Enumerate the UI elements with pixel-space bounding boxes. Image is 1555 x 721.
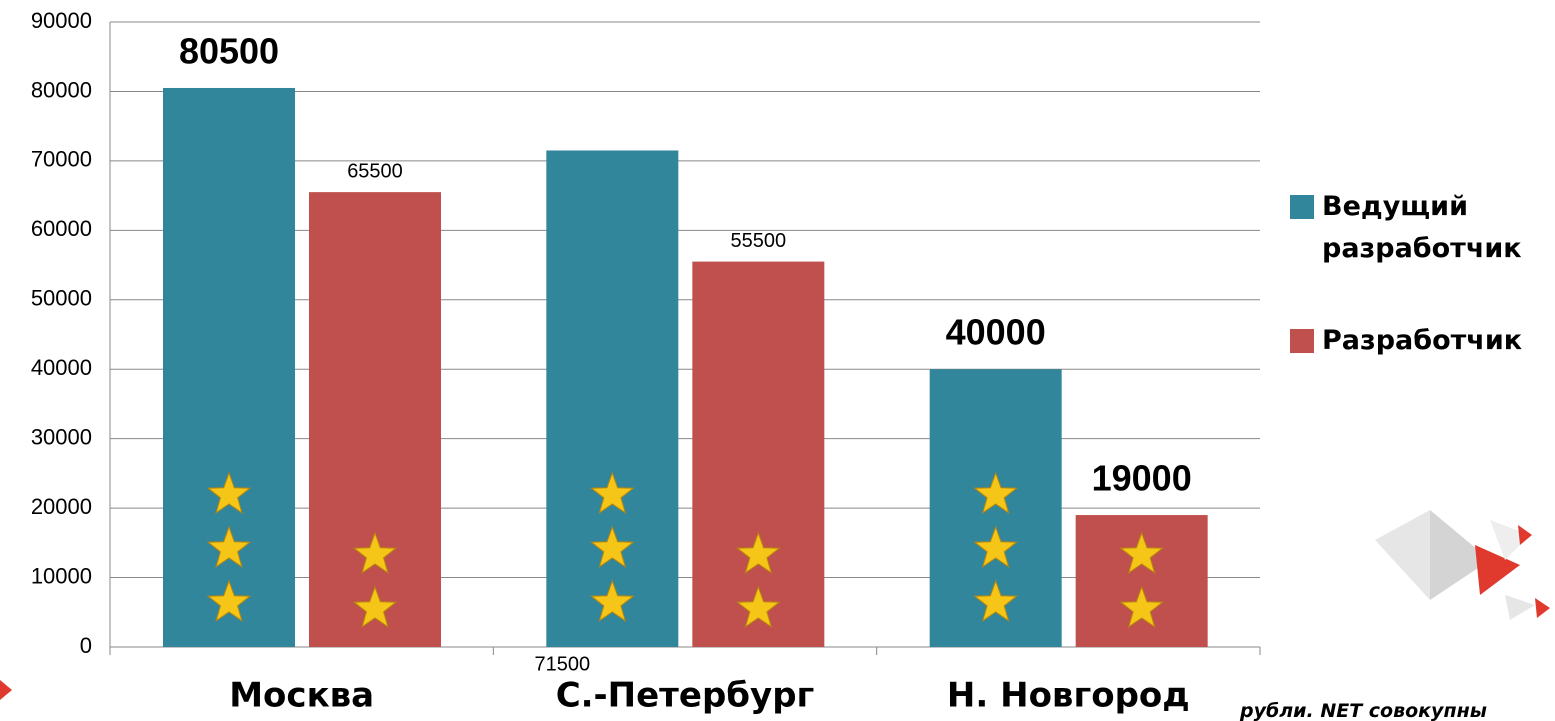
y-tick-label: 10000 <box>31 563 92 588</box>
star <box>206 471 252 514</box>
decoration <box>0 510 1550 700</box>
bar <box>309 192 441 647</box>
y-tick-label: 70000 <box>31 147 92 172</box>
y-tick-label: 40000 <box>31 355 92 380</box>
star <box>973 471 1019 515</box>
star <box>352 585 398 628</box>
star <box>1119 585 1165 629</box>
bar <box>692 261 825 647</box>
bar <box>546 150 679 647</box>
star <box>352 531 398 574</box>
x-tick-label: С.-Петербург <box>556 676 815 716</box>
star <box>589 471 635 515</box>
star <box>206 579 252 622</box>
y-tick-label: 20000 <box>31 494 92 519</box>
data-label: 19000 <box>1092 458 1192 499</box>
star <box>973 525 1019 569</box>
data-label: 55500 <box>731 230 787 252</box>
legend-item: Разработчик <box>1290 320 1552 362</box>
y-tick-label: 80000 <box>31 77 92 102</box>
legend-swatch <box>1290 195 1314 219</box>
star <box>589 525 635 569</box>
x-tick-label: Москва <box>229 676 374 716</box>
y-tick-label: 90000 <box>31 8 92 33</box>
star <box>735 531 781 575</box>
star <box>589 579 635 623</box>
y-tick-label: 60000 <box>31 216 92 241</box>
data-label: 40000 <box>946 312 1046 353</box>
legend-label: Разработчик <box>1322 325 1523 356</box>
star <box>1119 531 1165 575</box>
x-tick-label: Н. Новгород <box>947 676 1190 716</box>
legend-swatch <box>1290 329 1314 353</box>
legend-label: Ведущий разработчик <box>1322 191 1522 264</box>
data-label: 80500 <box>179 30 279 71</box>
legend-item: Ведущий разработчик <box>1290 186 1552 270</box>
annotation: рубли. NET совокупны <box>1240 700 1487 721</box>
data-label: 65500 <box>347 160 403 182</box>
y-tick-label: 0 <box>80 633 92 658</box>
star <box>735 585 781 629</box>
y-tick-label: 30000 <box>31 424 92 449</box>
y-tick-label: 50000 <box>31 286 92 311</box>
data-label: 71500 <box>535 653 591 675</box>
star <box>973 579 1019 623</box>
bar <box>163 87 295 647</box>
star <box>206 525 252 568</box>
